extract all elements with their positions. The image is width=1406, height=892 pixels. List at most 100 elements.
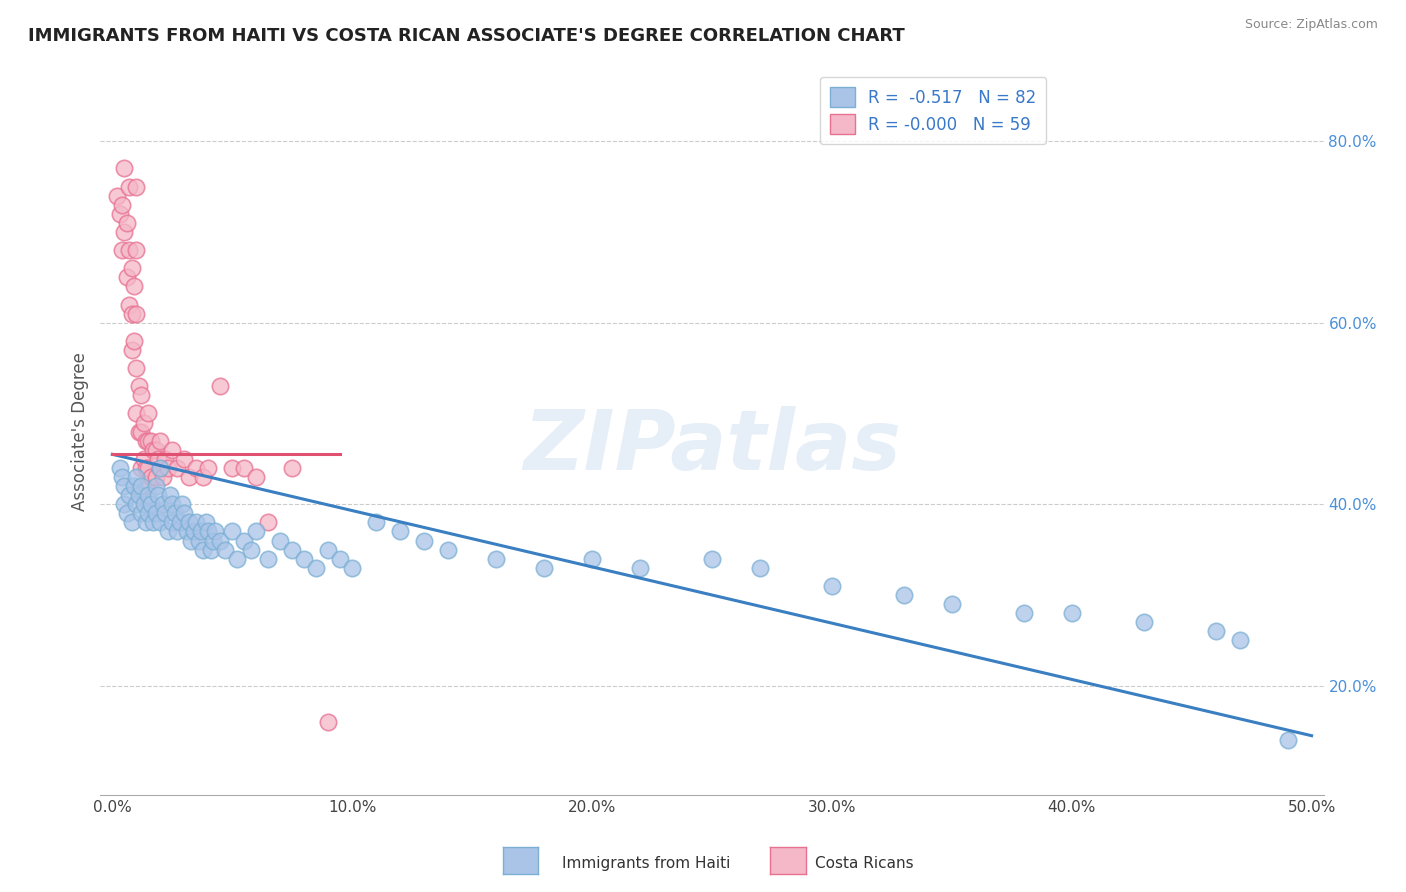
Point (245, 524, 267, 539)
Point (122, 479, 145, 493)
Point (173, 451, 195, 466)
Point (122, 334, 145, 348)
Point (162, 497, 184, 511)
Point (1012, 606, 1035, 620)
Point (135, 516, 157, 530)
Point (136, 407, 159, 421)
Point (125, 307, 148, 321)
Point (169, 516, 191, 530)
Point (118, 297, 141, 311)
Text: ZIPatlas: ZIPatlas (523, 406, 901, 487)
Point (136, 461, 159, 475)
Point (200, 542, 222, 557)
Point (226, 551, 249, 566)
Point (209, 533, 232, 548)
Point (305, 561, 328, 575)
Point (115, 216, 138, 230)
Point (163, 506, 186, 520)
Y-axis label: Associate's Degree: Associate's Degree (72, 352, 89, 511)
Point (214, 542, 236, 557)
Point (389, 524, 412, 539)
Point (125, 407, 148, 421)
Point (149, 461, 172, 475)
Point (204, 524, 226, 539)
Point (136, 506, 159, 520)
Point (190, 524, 212, 539)
Point (485, 551, 508, 566)
Point (121, 261, 143, 276)
Point (111, 470, 134, 484)
Point (135, 479, 157, 493)
Point (118, 243, 141, 257)
Point (202, 533, 225, 548)
Point (821, 579, 844, 593)
Point (221, 524, 243, 539)
Point (125, 243, 148, 257)
Point (145, 506, 167, 520)
Point (136, 488, 159, 502)
Point (112, 497, 135, 511)
Point (162, 442, 184, 457)
Point (118, 488, 141, 502)
Point (628, 561, 651, 575)
Point (136, 434, 159, 448)
Point (170, 497, 193, 511)
Point (366, 516, 388, 530)
Point (166, 524, 188, 539)
Point (281, 461, 304, 475)
Point (941, 597, 963, 611)
Point (281, 542, 304, 557)
Point (194, 516, 217, 530)
Point (108, 461, 131, 475)
Point (340, 561, 363, 575)
Point (111, 243, 134, 257)
Point (139, 434, 162, 448)
Point (1229, 633, 1251, 648)
Point (1132, 615, 1154, 630)
Legend: R =  -0.517   N = 82, R = -0.000   N = 59: R = -0.517 N = 82, R = -0.000 N = 59 (820, 77, 1046, 145)
Point (112, 161, 135, 176)
Point (132, 416, 155, 430)
Point (146, 488, 169, 502)
Point (240, 542, 263, 557)
Point (156, 524, 179, 539)
Point (128, 425, 150, 439)
Point (125, 361, 148, 376)
Point (533, 561, 555, 575)
Point (108, 207, 131, 221)
Point (1205, 624, 1227, 639)
Point (112, 479, 135, 493)
Text: Costa Ricans: Costa Ricans (815, 856, 914, 871)
Point (183, 524, 205, 539)
Point (193, 542, 215, 557)
Point (152, 470, 174, 484)
Point (145, 470, 167, 484)
Point (111, 197, 134, 211)
Text: Immigrants from Haiti: Immigrants from Haiti (562, 856, 731, 871)
Point (257, 516, 280, 530)
Point (122, 279, 145, 293)
Point (112, 225, 135, 239)
Text: IMMIGRANTS FROM HAITI VS COSTA RICAN ASSOCIATE'S DEGREE CORRELATION CHART: IMMIGRANTS FROM HAITI VS COSTA RICAN ASS… (28, 27, 905, 45)
Point (129, 461, 152, 475)
Point (233, 533, 256, 548)
Point (177, 516, 200, 530)
Point (257, 551, 280, 566)
Point (245, 470, 267, 484)
Point (121, 516, 143, 530)
Point (125, 497, 148, 511)
Point (125, 179, 148, 194)
Point (142, 442, 165, 457)
Point (118, 179, 141, 194)
Point (893, 588, 915, 602)
Point (135, 434, 157, 448)
Point (316, 715, 339, 730)
Point (173, 506, 195, 520)
Point (146, 451, 169, 466)
Point (121, 343, 143, 357)
Point (121, 307, 143, 321)
Point (132, 497, 155, 511)
Point (180, 533, 202, 548)
Point (209, 379, 232, 393)
Point (145, 479, 167, 493)
